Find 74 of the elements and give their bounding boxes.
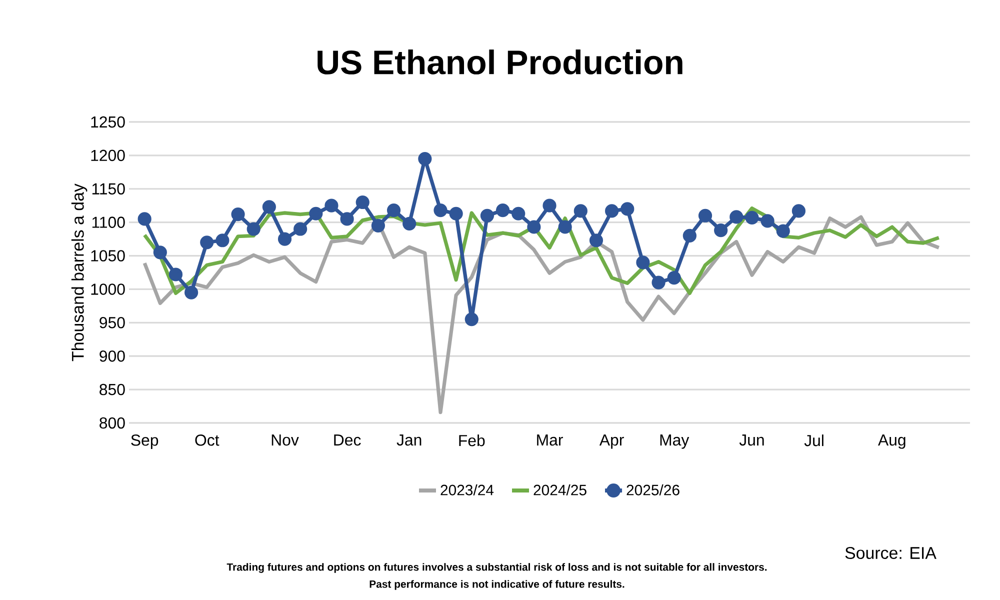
point xyxy=(527,220,541,234)
x-tick-label: Mar xyxy=(537,434,563,446)
point xyxy=(512,206,526,220)
text: Past performance is not indicative of future results. xyxy=(370,580,624,590)
point xyxy=(278,232,292,246)
point xyxy=(636,256,650,270)
y-tick-label: 800 xyxy=(100,417,125,429)
y-tick-label: 1100 xyxy=(92,216,125,228)
x-tick-label: Feb xyxy=(459,434,485,446)
y-axis-title: Thousand barrels a day xyxy=(71,184,88,362)
point xyxy=(153,246,167,260)
y-tick-label: 950 xyxy=(100,317,125,328)
point xyxy=(698,208,712,222)
point xyxy=(589,234,604,248)
point xyxy=(216,234,230,248)
y-tick-label: 1050 xyxy=(91,250,125,262)
point xyxy=(464,312,478,326)
x-tick-label: May xyxy=(660,434,690,449)
point xyxy=(386,203,401,218)
y-tick-label: 850 xyxy=(100,384,125,396)
point xyxy=(309,206,323,220)
point xyxy=(480,208,494,222)
point xyxy=(730,210,744,224)
source-note: Source: EIA xyxy=(845,546,936,559)
x-tick-label: Nov xyxy=(272,434,299,446)
y-tick-label: 900 xyxy=(100,350,125,362)
point xyxy=(138,212,152,226)
point xyxy=(246,222,260,236)
point xyxy=(262,200,276,214)
x-tick-label: Jun xyxy=(739,434,764,446)
y-tick-label: 1000 xyxy=(91,284,125,295)
point xyxy=(574,204,588,218)
point xyxy=(184,286,198,300)
y-tick-label: 1250 xyxy=(91,116,125,128)
point xyxy=(371,218,385,232)
point xyxy=(542,198,556,212)
point xyxy=(168,268,183,282)
point xyxy=(434,203,448,218)
text: Trading futures and options on futures involves a substantial risk of loss and is not suitable for all investors. xyxy=(226,563,767,573)
y-tick-label: 1150 xyxy=(92,183,125,195)
point xyxy=(792,204,806,218)
point xyxy=(620,202,634,216)
point xyxy=(231,207,245,222)
point xyxy=(760,214,774,228)
chart-title: US Ethanol Production xyxy=(318,50,682,74)
x-tick-label: Dec xyxy=(334,434,361,446)
point xyxy=(652,276,666,290)
point xyxy=(558,220,572,234)
point xyxy=(294,222,308,236)
point xyxy=(200,236,214,250)
line-series xyxy=(142,215,941,414)
legend-label: 2024/25 xyxy=(534,484,586,496)
point xyxy=(402,216,416,230)
x-tick-label: Aug xyxy=(878,434,906,449)
x-tick-label: Jan xyxy=(396,434,422,446)
point xyxy=(776,224,790,238)
point xyxy=(667,271,681,285)
x-tick-label: Jul xyxy=(804,434,824,446)
point xyxy=(682,228,696,242)
x-tick-label: Oct xyxy=(195,434,220,446)
point xyxy=(496,203,510,218)
x-tick-label: Apr xyxy=(599,434,624,449)
y-tick-label: 1200 xyxy=(91,150,125,162)
point xyxy=(745,210,759,224)
point xyxy=(324,198,338,212)
x-tick-label: Sep xyxy=(131,434,158,449)
point xyxy=(418,152,432,166)
legend-label: 2023/24 xyxy=(440,484,494,496)
point xyxy=(449,206,463,220)
point xyxy=(340,212,354,226)
point xyxy=(356,195,370,210)
point xyxy=(714,224,728,238)
legend-label: 2025/26 xyxy=(626,484,680,496)
point xyxy=(605,204,619,218)
